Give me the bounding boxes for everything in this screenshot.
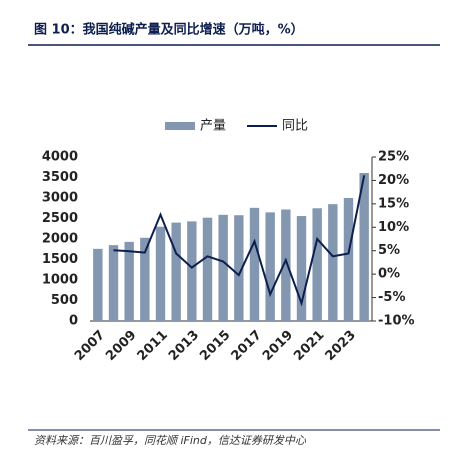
y2-tick-label: 15% (378, 196, 409, 211)
y2-tick-label: 0% (378, 267, 400, 282)
y-tick-label: 500 (51, 293, 78, 308)
bar (281, 209, 291, 321)
x-tick-label: 2007 (72, 328, 108, 364)
y2-tick-label: -5% (378, 290, 405, 305)
y2-tick-label: 5% (378, 243, 400, 258)
x-tick-label: 2011 (135, 328, 171, 364)
x-tick-label: 2021 (291, 328, 327, 364)
y2-tick-label: 25% (378, 150, 409, 165)
legend-swatch (165, 122, 195, 130)
bar (328, 204, 338, 321)
bar (202, 217, 213, 321)
bar (93, 248, 103, 321)
y-tick-label: 3500 (42, 170, 78, 185)
legend-label: 同比 (282, 119, 308, 134)
x-tick-label: 2009 (103, 328, 139, 364)
x-tick-label: 2015 (197, 328, 233, 364)
y2-tick-label: -10% (378, 314, 415, 329)
bar (249, 207, 260, 321)
y-tick-label: 1000 (42, 273, 78, 288)
bar (155, 226, 166, 321)
y2-tick-label: 10% (378, 220, 409, 235)
bar (296, 216, 307, 321)
y-tick-label: 4000 (42, 150, 78, 165)
x-tick-label: 2019 (260, 328, 296, 364)
bar (218, 214, 228, 321)
bar (359, 172, 369, 321)
bar (234, 215, 244, 321)
bar (140, 237, 150, 321)
y-tick-label: 2500 (42, 211, 78, 226)
y-tick-label: 2000 (42, 232, 78, 247)
source: 资料来源：百川盈孚，同花顺 iFind，信达证券研发中心 (34, 434, 307, 447)
bar (187, 221, 197, 321)
x-tick-label: 2023 (323, 328, 359, 364)
y-tick-label: 0 (69, 314, 78, 329)
bar (343, 198, 354, 321)
bar (124, 241, 134, 321)
y2-tick-label: 20% (378, 173, 409, 188)
y-tick-label: 3000 (42, 191, 78, 206)
line (113, 175, 366, 307)
bar (265, 212, 275, 321)
chart-title: 图 10：我国纯碱产量及同比增速（万吨，%） (34, 22, 304, 38)
bar (312, 208, 322, 321)
legend-label: 产量 (200, 119, 226, 134)
y-tick-label: 1500 (42, 252, 78, 267)
bar (108, 245, 119, 321)
x-tick-label: 2017 (229, 328, 265, 364)
x-tick-label: 2013 (166, 328, 202, 364)
bar (171, 222, 181, 321)
